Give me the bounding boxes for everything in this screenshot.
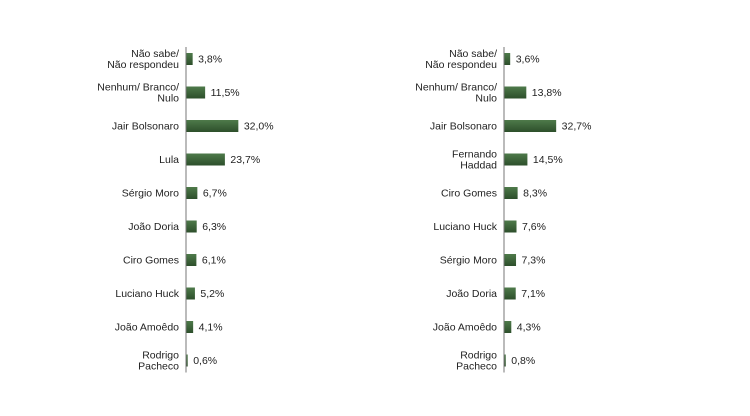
- category-label-line: Não respondeu: [425, 59, 497, 71]
- category-label: Luciano Huck: [115, 288, 179, 300]
- data-label: 3,8%: [198, 54, 222, 66]
- category-label-line: Lula: [159, 154, 179, 166]
- category-label-line: João Doria: [446, 288, 497, 300]
- chart-left: Não sabe/Não respondeu 3,8% Nenhum/ Branco…: [97, 47, 274, 373]
- bar: [186, 287, 195, 300]
- data-label: 6,1%: [202, 255, 226, 267]
- data-label: 11,5%: [211, 87, 240, 99]
- category-label: Rodrigo Pacheco: [456, 350, 497, 373]
- data-label: 23,7%: [230, 154, 260, 166]
- data-label: 5,2%: [200, 288, 224, 300]
- category-label-line: Ciro Gomes: [441, 188, 497, 200]
- bar: [504, 354, 506, 367]
- category-label-line: João Doria: [128, 221, 179, 233]
- category-label: Nenhum/ Branco/Nulo: [97, 82, 179, 105]
- category-label: Jair Bolsonaro: [112, 121, 179, 133]
- category-label-line: Nenhum/ Branco/: [97, 82, 179, 94]
- data-label: 14,5%: [533, 154, 563, 166]
- bar: [186, 53, 193, 65]
- bar: [186, 153, 225, 166]
- bar: [186, 187, 198, 199]
- category-label-line: Pacheco: [456, 361, 497, 373]
- category-label-line: Haddad: [460, 160, 497, 172]
- category-label: João Doria: [128, 221, 179, 233]
- bar: [186, 321, 194, 333]
- category-label-line: Nulo: [475, 93, 497, 105]
- data-label: 3,6%: [516, 54, 540, 66]
- data-label: 13,8%: [532, 87, 562, 99]
- category-label-line: Luciano Huck: [115, 288, 179, 300]
- category-label-line: Rodrigo: [460, 350, 497, 362]
- bar: [504, 321, 512, 333]
- category-label: João Doria: [446, 288, 497, 300]
- category-label: Não sabe/Não respondeu: [107, 48, 179, 71]
- data-label: 4,3%: [517, 322, 541, 334]
- bar: [186, 120, 239, 132]
- data-label: 0,8%: [511, 355, 535, 367]
- category-label-line: Jair Bolsonaro: [112, 121, 179, 133]
- category-label: João Amoêdo: [433, 322, 497, 334]
- category-label: Não sabe/Não respondeu: [425, 48, 497, 71]
- category-label: Rodrigo Pacheco: [138, 350, 179, 373]
- data-label: 7,6%: [522, 221, 546, 233]
- category-label-line: Pacheco: [138, 361, 179, 373]
- bar: [186, 86, 206, 99]
- category-label: Ciro Gomes: [123, 255, 179, 267]
- category-label: Nenhum/ Branco/Nulo: [415, 82, 497, 105]
- chart-right: Não sabe/Não respondeu 3,6% Nenhum/ Branco…: [415, 47, 591, 373]
- category-label-line: Jair Bolsonaro: [430, 121, 497, 133]
- category-label: Sérgio Moro: [122, 188, 179, 200]
- category-label: Ciro Gomes: [441, 188, 497, 200]
- category-label-line: Nulo: [157, 93, 179, 105]
- data-label: 32,7%: [562, 121, 592, 133]
- category-label-line: Nenhum/ Branco/: [415, 82, 497, 94]
- data-label: 8,3%: [523, 188, 547, 200]
- category-label-line: Não sabe/: [131, 48, 179, 60]
- category-label: Luciano Huck: [433, 221, 497, 233]
- bar: [504, 220, 517, 233]
- bar: [504, 53, 511, 65]
- category-label: João Amoêdo: [115, 322, 179, 334]
- category-label: Sérgio Moro: [440, 255, 497, 267]
- bar: [504, 187, 518, 199]
- category-label-line: Fernando: [452, 149, 497, 161]
- category-label-line: Ciro Gomes: [123, 255, 179, 267]
- data-label: 7,3%: [522, 255, 546, 267]
- category-label-line: Luciano Huck: [433, 221, 497, 233]
- data-label: 4,1%: [199, 322, 223, 334]
- bar: [186, 220, 197, 233]
- category-label-line: Não respondeu: [107, 59, 179, 71]
- bar: [504, 86, 527, 99]
- data-label: 0,6%: [193, 355, 217, 367]
- data-label: 32,0%: [244, 121, 274, 133]
- category-label: Fernando Haddad: [452, 149, 497, 172]
- category-label-line: Sérgio Moro: [440, 255, 497, 267]
- data-label: 6,3%: [202, 221, 226, 233]
- bar: [186, 354, 188, 367]
- category-label-line: Não sabe/: [449, 48, 497, 60]
- bar: [504, 120, 557, 132]
- category-label-line: João Amoêdo: [115, 322, 179, 334]
- data-label: 6,7%: [203, 188, 227, 200]
- category-label: Lula: [159, 154, 179, 166]
- category-label: Jair Bolsonaro: [430, 121, 497, 133]
- bar: [504, 254, 517, 266]
- category-label-line: João Amoêdo: [433, 322, 497, 334]
- category-label-line: Rodrigo: [142, 350, 179, 362]
- bar: [504, 287, 516, 300]
- bar: [186, 254, 197, 266]
- bar: [504, 153, 528, 166]
- data-label: 7,1%: [521, 288, 545, 300]
- category-label-line: Sérgio Moro: [122, 188, 179, 200]
